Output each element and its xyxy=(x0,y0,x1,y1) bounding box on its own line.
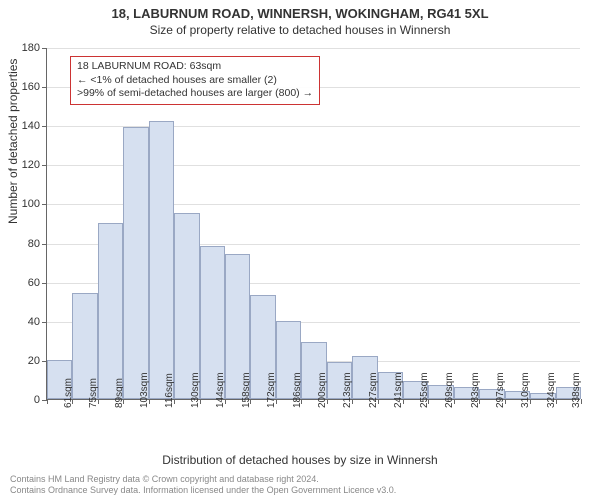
x-tick xyxy=(327,399,328,404)
y-tick-label: 100 xyxy=(10,198,40,210)
x-tick xyxy=(72,399,73,404)
x-tick xyxy=(276,399,277,404)
x-tick xyxy=(98,399,99,404)
x-tick xyxy=(428,399,429,404)
x-tick xyxy=(530,399,531,404)
histogram-bar xyxy=(123,127,148,399)
info-line-1: 18 LABURNUM ROAD: 63sqm xyxy=(77,60,313,74)
x-tick xyxy=(505,399,506,404)
y-tick-label: 40 xyxy=(10,316,40,328)
x-tick xyxy=(174,399,175,404)
gridline xyxy=(47,48,580,49)
x-tick xyxy=(479,399,480,404)
y-tick xyxy=(42,204,47,205)
x-tick xyxy=(301,399,302,404)
footer-attribution: Contains HM Land Registry data © Crown c… xyxy=(10,474,396,497)
x-tick xyxy=(581,399,582,404)
y-tick xyxy=(42,165,47,166)
x-tick xyxy=(225,399,226,404)
footer-line-2: Contains Ordnance Survey data. Informati… xyxy=(10,485,396,496)
x-tick xyxy=(454,399,455,404)
x-tick xyxy=(352,399,353,404)
chart-title-sub: Size of property relative to detached ho… xyxy=(0,23,600,37)
y-tick xyxy=(42,126,47,127)
chart-area: 02040608010012014016018061sqm75sqm89sqm1… xyxy=(46,48,580,400)
info-callout-box: 18 LABURNUM ROAD: 63sqm ← <1% of detache… xyxy=(70,56,320,105)
x-tick xyxy=(403,399,404,404)
y-tick-label: 60 xyxy=(10,277,40,289)
y-tick-label: 80 xyxy=(10,238,40,250)
x-tick xyxy=(149,399,150,404)
y-tick-label: 140 xyxy=(10,120,40,132)
y-tick xyxy=(42,322,47,323)
y-tick-label: 0 xyxy=(10,394,40,406)
y-tick xyxy=(42,48,47,49)
x-tick xyxy=(200,399,201,404)
info-line-2: ← <1% of detached houses are smaller (2) xyxy=(77,74,313,88)
x-tick xyxy=(378,399,379,404)
y-tick-label: 160 xyxy=(10,81,40,93)
x-tick xyxy=(123,399,124,404)
y-tick-label: 120 xyxy=(10,159,40,171)
y-tick xyxy=(42,244,47,245)
histogram-bar xyxy=(98,223,123,399)
x-tick xyxy=(250,399,251,404)
histogram-bar xyxy=(174,213,199,399)
x-tick xyxy=(47,399,48,404)
x-tick xyxy=(556,399,557,404)
y-tick xyxy=(42,283,47,284)
chart-title-block: 18, LABURNUM ROAD, WINNERSH, WOKINGHAM, … xyxy=(0,0,600,37)
y-tick-label: 180 xyxy=(10,42,40,54)
x-axis-label: Distribution of detached houses by size … xyxy=(0,453,600,467)
y-tick xyxy=(42,87,47,88)
y-tick-label: 20 xyxy=(10,355,40,367)
histogram-bar xyxy=(149,121,174,399)
info-line-3: >99% of semi-detached houses are larger … xyxy=(77,87,313,101)
chart-title-main: 18, LABURNUM ROAD, WINNERSH, WOKINGHAM, … xyxy=(0,6,600,21)
footer-line-1: Contains HM Land Registry data © Crown c… xyxy=(10,474,396,485)
